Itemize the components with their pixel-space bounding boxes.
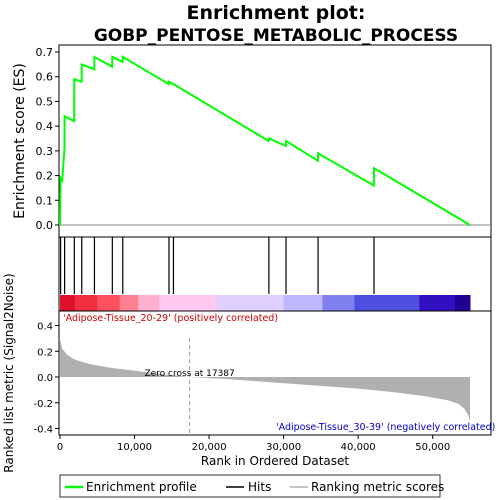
es-y-ticks: 0.0 0.1 0.2 0.3 0.4 0.5 0.6 0.7 bbox=[36, 46, 59, 232]
metric-y-tick-label: -0.2 bbox=[33, 399, 53, 410]
legend-hits-label: Hits bbox=[248, 480, 271, 494]
es-y-tick-label: 0.3 bbox=[36, 145, 54, 158]
x-tick-label: 0 bbox=[57, 442, 63, 453]
enrichment-profile-line bbox=[59, 55, 471, 226]
es-y-tick-label: 0.5 bbox=[36, 95, 54, 108]
metric-y-tick-label: 0.0 bbox=[37, 373, 53, 384]
heat-bar-segment bbox=[60, 295, 76, 311]
es-y-tick-label: 0.1 bbox=[36, 194, 54, 207]
heat-bar-segment bbox=[74, 295, 98, 311]
x-tick-label: 40,000 bbox=[341, 442, 376, 453]
x-tick-label: 50,000 bbox=[415, 442, 450, 453]
metric-y-tick-label: 0.2 bbox=[37, 347, 53, 358]
heat-bar-segment bbox=[119, 295, 139, 311]
x-tick-label: 10,000 bbox=[117, 442, 152, 453]
es-y-tick-label: 0.6 bbox=[36, 71, 54, 84]
ranking-metric-area bbox=[60, 339, 470, 423]
heat-bar-segment bbox=[322, 295, 355, 311]
x-tick-label: 30,000 bbox=[266, 442, 301, 453]
heat-bar-segment bbox=[455, 295, 471, 311]
legend-profile-label: Enrichment profile bbox=[86, 480, 197, 494]
metric-y-ticks: 0.4 0.2 0.0 -0.2 -0.4 bbox=[33, 322, 59, 436]
ranked-heat-bar bbox=[60, 295, 471, 311]
es-y-tick-label: 0.2 bbox=[36, 170, 54, 183]
legend-box bbox=[59, 474, 441, 498]
negative-correlation-label: 'Adipose-Tissue_30-39' (negatively corre… bbox=[276, 422, 495, 433]
heat-bar-segment bbox=[97, 295, 121, 311]
metric-y-tick-label: 0.4 bbox=[37, 322, 53, 333]
chart-title-line2: GOBP_PENTOSE_METABOLIC_PROCESS bbox=[94, 26, 458, 46]
heat-bar-segment bbox=[419, 295, 456, 311]
heat-bar-segment bbox=[283, 295, 323, 311]
zero-cross-label: Zero cross at 17387 bbox=[144, 369, 234, 379]
es-y-tick-label: 0.4 bbox=[36, 120, 54, 133]
metric-y-tick-label: -0.4 bbox=[33, 425, 53, 436]
metric-y-axis-label: Ranked list metric (Signal2Noise) bbox=[2, 273, 16, 472]
heat-bar-segment bbox=[138, 295, 160, 311]
legend-metric-label: Ranking metric scores bbox=[311, 480, 444, 494]
es-y-axis-label: Enrichment score (ES) bbox=[12, 63, 28, 219]
positive-correlation-label: 'Adipose-Tissue_20-29' (positively corre… bbox=[63, 313, 278, 324]
es-y-tick-label: 0.7 bbox=[36, 46, 54, 59]
chart-title-line1: Enrichment plot: bbox=[187, 2, 366, 24]
hit-markers bbox=[59, 237, 375, 294]
es-y-tick-label: 0.0 bbox=[36, 219, 54, 232]
x-tick-label: 20,000 bbox=[192, 442, 227, 453]
heat-bar-segment bbox=[354, 295, 420, 311]
heat-bar-segment bbox=[216, 295, 285, 311]
x-ticks: 0 10,000 20,000 30,000 40,000 50,000 bbox=[57, 435, 450, 453]
x-axis-label: Rank in Ordered Dataset bbox=[201, 454, 349, 468]
heat-bar-segment bbox=[159, 295, 218, 311]
